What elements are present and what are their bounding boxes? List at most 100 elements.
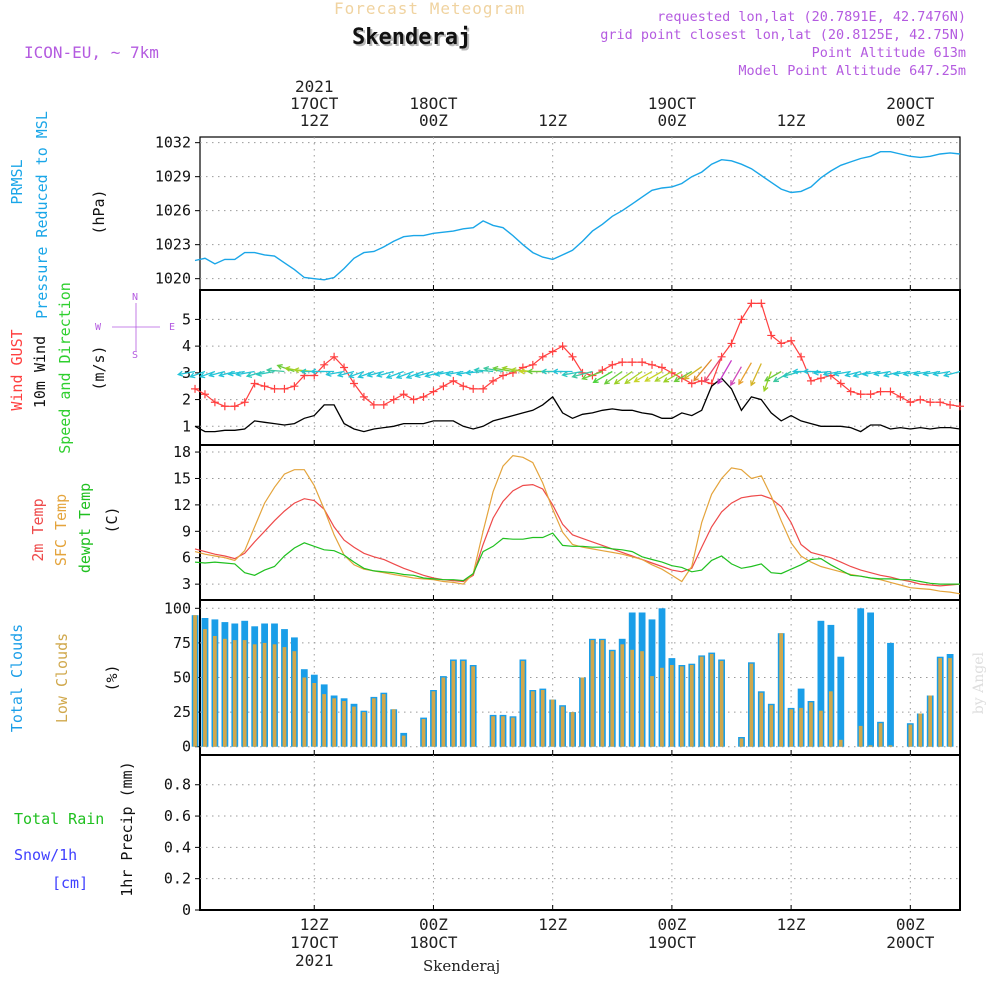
- wind-direction-arrow: [633, 370, 653, 383]
- low-cloud-bar: [362, 712, 366, 747]
- gust-point: [399, 390, 408, 399]
- point-altitude: Point Altitude 613m: [811, 45, 966, 61]
- gust-point: [657, 363, 666, 372]
- gust-point: [797, 352, 806, 361]
- pressure-label-msl: Pressure Reduced to MSL: [33, 111, 51, 319]
- total-cloud-bar: [867, 612, 874, 747]
- low-cloud-bar: [352, 706, 356, 747]
- wind-direction-arrow: [942, 370, 961, 378]
- low-cloud-bar: [521, 660, 525, 747]
- low-cloud-bar: [381, 694, 386, 747]
- wind-direction-arrow: [644, 370, 663, 382]
- wind-direction-arrow: [189, 370, 206, 379]
- wind-direction-arrow: [325, 370, 345, 377]
- low-cloud-bar: [709, 654, 714, 747]
- compass-w: W: [95, 322, 102, 333]
- low-cloud-bar: [511, 717, 515, 747]
- low-cloud-bar: [302, 677, 307, 747]
- gust-point: [816, 374, 825, 383]
- low-cloud-bar: [789, 709, 793, 747]
- wind-direction-arrow: [414, 370, 434, 379]
- wind-direction-arrow: [738, 362, 752, 386]
- low-cloud-bar: [203, 629, 207, 747]
- low-cloud-bar: [600, 640, 605, 747]
- wind-direction-arrow: [235, 370, 255, 377]
- footer-station: Skenderaj: [423, 957, 501, 975]
- gust-point: [260, 382, 269, 391]
- top-time-label: 2021: [295, 77, 334, 96]
- low-cloud-bar: [858, 725, 863, 747]
- gust-point: [499, 371, 508, 380]
- gust-point: [946, 400, 955, 409]
- low-cloud-bar: [262, 642, 267, 747]
- wind-ytick-label: 5: [182, 310, 191, 328]
- low-cloud-bar: [332, 698, 336, 747]
- bottom-time-label: 00Z: [419, 915, 448, 934]
- bottom-time-label: 2021: [295, 951, 334, 970]
- top-time-label: 19OCT: [648, 94, 697, 113]
- low-cloud-bar: [829, 691, 833, 747]
- precip-label-cm: [cm]: [52, 874, 88, 892]
- low-cloud-bar: [252, 644, 257, 747]
- wind-direction-arrow: [265, 367, 285, 374]
- gust-point: [717, 352, 726, 361]
- pressure-label-unit: (hPa): [90, 189, 108, 234]
- model-altitude: Model Point Altitude 647.25m: [738, 63, 966, 79]
- bottom-time-label: 00Z: [657, 915, 686, 934]
- low-cloud-bar: [838, 739, 843, 747]
- gust-point: [270, 384, 279, 393]
- wind-direction-arrow: [227, 370, 245, 377]
- wind-line: [194, 377, 961, 433]
- wind-direction-arrow: [592, 370, 613, 383]
- wind-ytick-label: 4: [182, 337, 191, 355]
- pressure-ytick-label: 1029: [155, 168, 191, 186]
- wind-direction-arrow: [176, 370, 196, 377]
- gust-point: [479, 384, 488, 393]
- low-cloud-bar: [570, 712, 575, 747]
- gust-point: [856, 390, 865, 399]
- low-cloud-bar: [312, 683, 317, 747]
- gust-point: [538, 352, 547, 361]
- gust-point: [290, 382, 299, 391]
- gust-point: [240, 398, 249, 407]
- gust-point: [568, 352, 577, 361]
- gust-point: [767, 331, 776, 340]
- wind-direction-arrow: [424, 370, 444, 379]
- bottom-time-label: 20OCT: [886, 933, 935, 952]
- low-cloud-bar: [938, 658, 942, 747]
- low-cloud-bar: [421, 719, 426, 747]
- precipitation-frame: [199, 754, 961, 911]
- wind-direction-arrow: [782, 370, 802, 379]
- gust-point: [886, 387, 895, 396]
- low-cloud-bar: [769, 705, 774, 747]
- temp-label-sfc: SFC Temp: [52, 494, 70, 566]
- top-time-label: 12Z: [777, 111, 806, 130]
- top-time-label: 18OCT: [409, 94, 458, 113]
- pressure-line: [194, 150, 961, 281]
- wind-direction-arrow: [852, 370, 871, 378]
- gust-point: [558, 342, 567, 351]
- low-cloud-bar: [908, 724, 913, 747]
- temp-label-dewpt: dewpt Temp: [76, 483, 94, 573]
- low-cloud-bar: [948, 658, 952, 747]
- gust-point: [528, 360, 537, 369]
- gust-point: [250, 379, 259, 388]
- low-cloud-bar: [620, 644, 625, 747]
- wind-direction-arrow: [673, 370, 693, 383]
- top-time-label: 17OCT: [290, 94, 339, 113]
- gust-point: [956, 402, 964, 411]
- forecast-title: Forecast Meteogram: [334, 0, 526, 18]
- low-cloud-bar: [650, 676, 654, 747]
- gust-point: [548, 347, 557, 356]
- top-time-label: 12Z: [538, 111, 567, 130]
- gust-point: [836, 379, 845, 388]
- station-name: Skenderaj: [352, 25, 472, 50]
- low-cloud-bar: [689, 665, 694, 747]
- low-cloud-bar: [461, 660, 466, 747]
- wind-direction-arrow: [473, 367, 494, 374]
- wind-direction-arrow: [366, 370, 384, 378]
- low-cloud-bar: [580, 677, 585, 747]
- clouds-ytick-label: 75: [173, 634, 191, 652]
- low-cloud-bar: [630, 649, 634, 747]
- low-cloud-bar: [749, 663, 754, 747]
